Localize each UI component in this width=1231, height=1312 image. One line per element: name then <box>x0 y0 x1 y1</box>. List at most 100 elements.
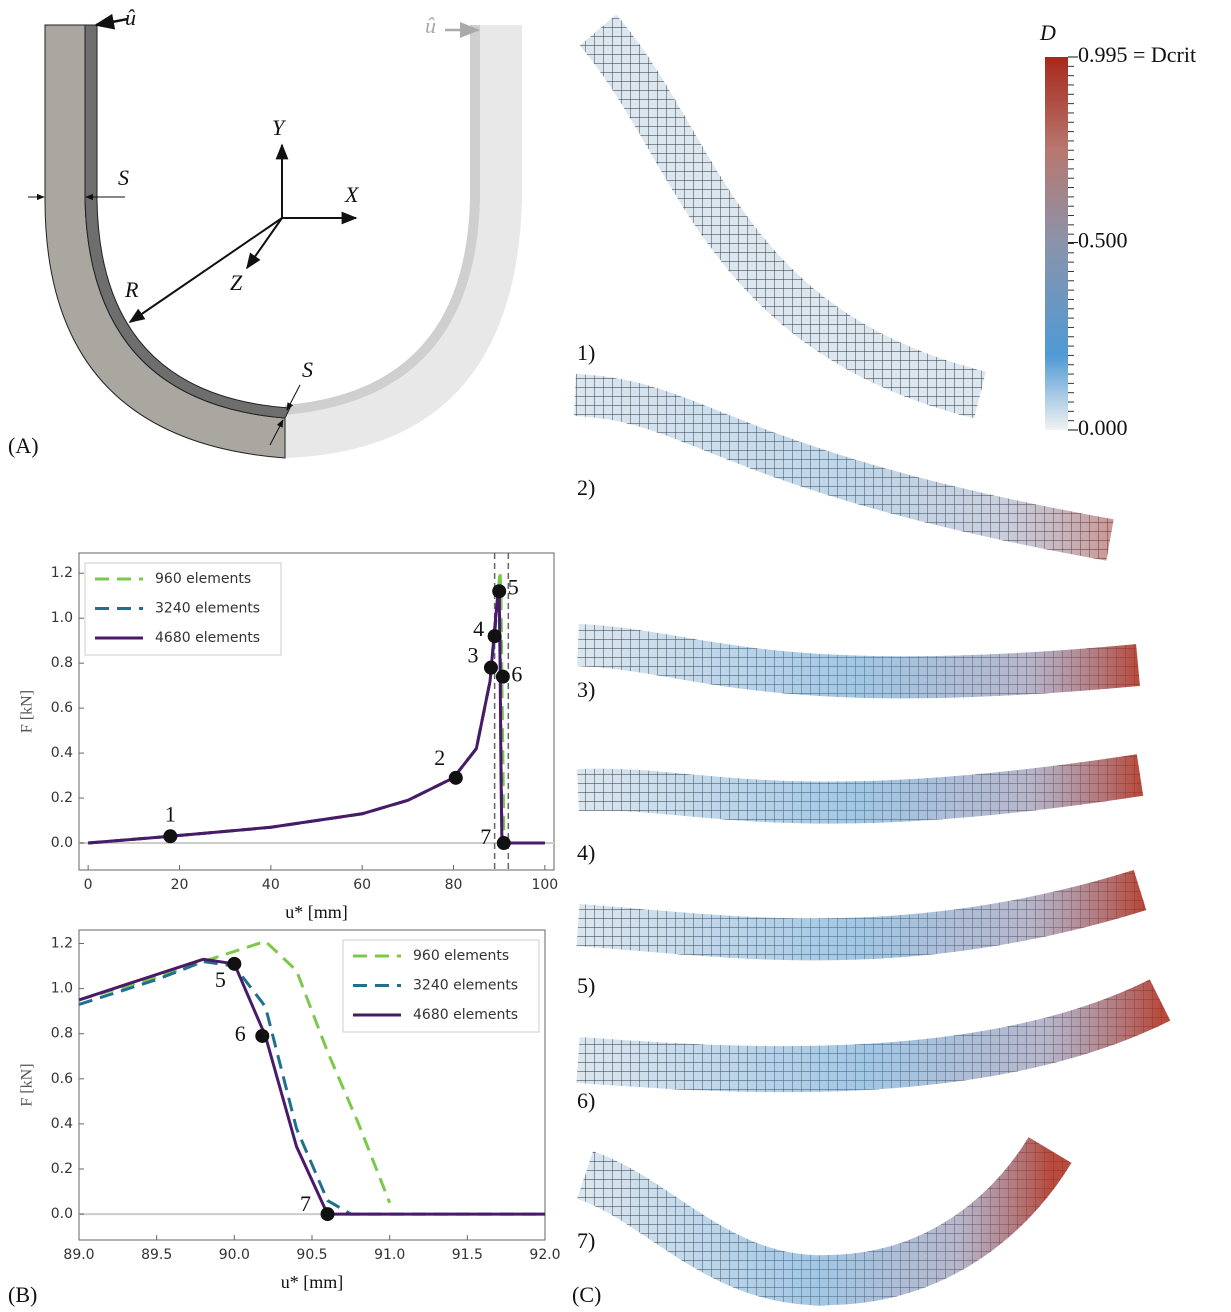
y-tick-label: 0.2 <box>51 1161 73 1177</box>
x-tick-label: 60 <box>353 877 371 893</box>
legend-label: 960 elements <box>155 571 251 587</box>
x-tick-label: 91.5 <box>452 1247 483 1263</box>
stage-point-label: 4 <box>473 616 484 641</box>
x-tick-label: 100 <box>531 877 558 893</box>
x-axis-label: u* [mm] <box>285 902 348 922</box>
damage-overlay <box>576 979 1171 1093</box>
stage-point-label: 6 <box>235 1021 246 1046</box>
series-line <box>88 588 545 845</box>
stage-point <box>492 584 507 599</box>
series-line <box>79 939 392 1204</box>
label: û <box>125 5 136 30</box>
colorbar-label: D <box>1039 20 1056 45</box>
undeformed-half <box>285 25 522 458</box>
stage-point <box>320 1207 335 1222</box>
colorbar <box>1045 57 1068 430</box>
stage-label: 5) <box>577 973 595 998</box>
label: S <box>302 357 313 382</box>
y-tick-label: 0.2 <box>51 790 73 806</box>
x-tick-label: 80 <box>445 877 463 893</box>
stage-point <box>483 660 498 675</box>
geometry-diagram: û û S S Y X Z R <box>28 5 522 459</box>
y-tick-label: 0.6 <box>51 700 73 716</box>
y-tick-label: 1.2 <box>51 565 73 581</box>
damage-overlay <box>576 1136 1072 1306</box>
legend-label: 3240 elements <box>413 978 518 994</box>
x-tick-label: 90.0 <box>219 1247 250 1263</box>
legend-label: 4680 elements <box>413 1007 518 1023</box>
stage-point-label: 6 <box>511 662 522 687</box>
x-tick-label: 90.5 <box>296 1247 327 1263</box>
mesh-renderings <box>574 14 1171 1306</box>
damage-overlay <box>576 869 1147 961</box>
label: X <box>344 182 360 207</box>
colorbar-tick-label: 0.995 = Dcrit <box>1078 42 1196 67</box>
x-tick-label: 20 <box>171 877 189 893</box>
y-axis-label: F [kN] <box>19 1063 36 1106</box>
stage-label: 4) <box>577 840 595 865</box>
y-tick-label: 1.2 <box>51 936 73 952</box>
stage-point <box>487 629 502 644</box>
load-arrow <box>94 13 129 30</box>
plot-frame <box>78 552 555 871</box>
stage-point-label: 2 <box>434 745 445 770</box>
stage-label: 7) <box>577 1228 595 1253</box>
stage-label: 3) <box>577 677 595 702</box>
label: S <box>118 165 129 190</box>
stage-point <box>163 829 178 844</box>
y-tick-label: 0.4 <box>51 745 73 761</box>
label: Z <box>230 270 243 295</box>
colorbar-tick-label: 0.500 <box>1078 228 1128 253</box>
stage-label: 1) <box>577 340 595 365</box>
dimension-arrow <box>269 419 284 446</box>
x-tick-label: 92.0 <box>529 1247 560 1263</box>
radius-arrow <box>128 217 283 323</box>
stage-point-label: 1 <box>165 801 176 826</box>
label: R <box>124 277 139 302</box>
x-tick-label: 91.0 <box>374 1247 405 1263</box>
label: Y <box>272 115 287 140</box>
stage-point-label: 7 <box>480 824 491 849</box>
stage-label: 6) <box>577 1088 595 1113</box>
legend-label: 960 elements <box>413 948 509 964</box>
y-tick-label: 0.0 <box>51 835 73 851</box>
axis-arrow <box>246 217 283 270</box>
y-tick-label: 0.8 <box>51 655 73 671</box>
beam-side <box>84 24 291 419</box>
stage-point-label: 5 <box>215 967 226 992</box>
legend-label: 4680 elements <box>155 630 260 646</box>
stage-point <box>496 836 511 851</box>
stage-point <box>255 1028 270 1043</box>
y-tick-label: 1.0 <box>51 610 73 626</box>
y-tick-label: 0.0 <box>51 1206 73 1222</box>
colorbar-tick-label: 0.000 <box>1078 415 1128 440</box>
x-tick-label: 89.0 <box>63 1247 94 1263</box>
y-axis-label: F [kN] <box>19 690 36 733</box>
stage-point <box>495 669 510 684</box>
damage-overlay <box>574 374 1114 561</box>
stage-point <box>227 956 242 971</box>
chart: 0.0 0.2 0.4 0.6 0.8 1.0 1.2 89.0 89.5 90.0 90.5 91.… <box>19 929 561 1292</box>
stage-point-label: 7 <box>300 1191 311 1216</box>
panel-label: (B) <box>8 1282 37 1307</box>
label: û <box>425 13 436 38</box>
panel-label: (A) <box>8 433 39 458</box>
y-tick-label: 0.8 <box>51 1026 73 1042</box>
y-tick-label: 0.6 <box>51 1071 73 1087</box>
x-tick-label: 89.5 <box>141 1247 172 1263</box>
stage-point-label: 3 <box>467 643 478 668</box>
series-line <box>79 960 545 1216</box>
damage-overlay <box>577 624 1140 699</box>
x-tick-label: 0 <box>84 877 93 893</box>
dimension-arrow <box>286 384 301 411</box>
y-tick-label: 1.0 <box>51 981 73 997</box>
stage-label: 2) <box>577 475 595 500</box>
y-tick-label: 0.4 <box>51 1116 73 1132</box>
stage-point <box>448 770 463 785</box>
beam-mesh <box>579 14 986 419</box>
panel-label: (C) <box>572 1282 601 1307</box>
chart: 0.0 0.2 0.4 0.6 0.8 1.0 1.2 0 20 40 60 80 100 u* [mm]… <box>19 552 558 922</box>
x-tick-label: 40 <box>262 877 280 893</box>
legend-label: 3240 elements <box>155 601 260 617</box>
x-axis-label: u* [mm] <box>281 1272 344 1292</box>
